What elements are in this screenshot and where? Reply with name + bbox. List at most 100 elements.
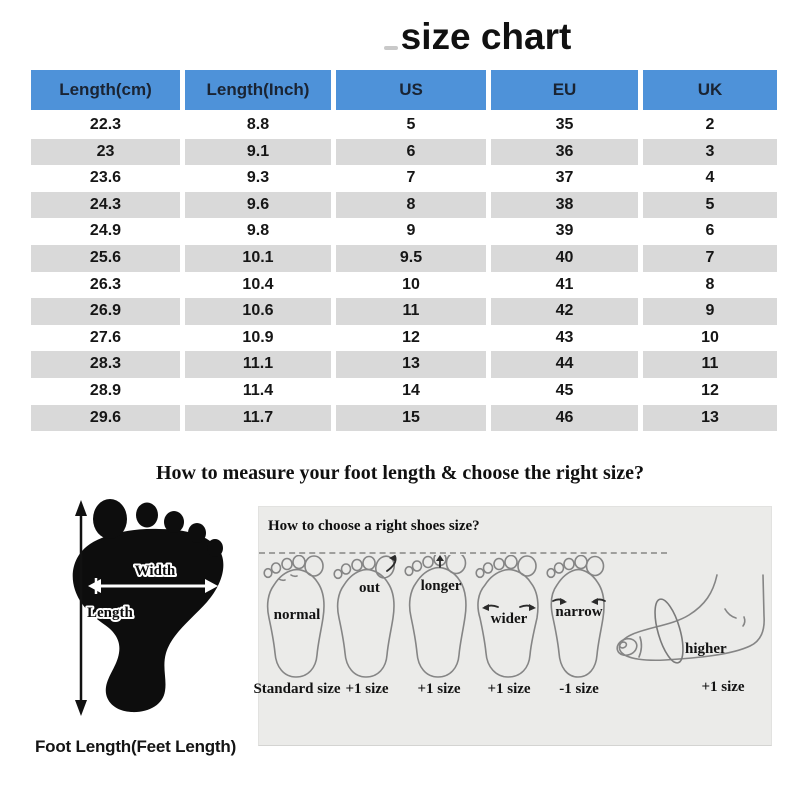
size-cell: 9 <box>406 222 416 240</box>
footprint-icon <box>72 499 224 713</box>
size-cell: 41 <box>555 275 574 293</box>
out-arrow <box>386 555 397 572</box>
column-header-length-inch: Length(Inch) <box>185 70 331 110</box>
size-cell: 11.1 <box>185 351 331 378</box>
size-cell: 13 <box>643 404 777 432</box>
girth-ellipse <box>654 598 684 664</box>
size-cell: 11 <box>643 351 777 378</box>
column-header-length-cm: Length(cm) <box>31 70 180 110</box>
size-cell: 12 <box>701 381 719 399</box>
wider-arrows <box>482 604 536 611</box>
size-cell: 4 <box>705 169 715 187</box>
size-cell: 7 <box>406 169 416 187</box>
foot-figure-out: out +1 size <box>331 555 403 705</box>
size-cell: 10.9 <box>242 328 274 346</box>
foot-outline-icon <box>263 554 325 678</box>
size-cell: 11 <box>336 298 486 325</box>
foot-figure-narrow: narrow -1 size <box>543 554 615 705</box>
foot-outline-icon <box>333 555 397 678</box>
foot-figure-higher: higher +1 size <box>613 573 771 703</box>
foot-outline-icon <box>546 554 606 678</box>
choose-heading: How to choose a right shoes size? <box>268 518 480 534</box>
side-foot-outline-icon <box>616 574 765 664</box>
column-header-uk: UK <box>643 70 777 110</box>
size-table-header: Length(cm) Length(Inch) US EU UK <box>31 70 777 110</box>
foot-size-advice: -1 size <box>559 681 599 697</box>
size-cell: 27.6 <box>89 328 122 346</box>
foot-shape-label: higher <box>685 641 727 657</box>
size-cell: 6 <box>336 138 486 166</box>
size-cell: 14 <box>402 381 420 399</box>
size-cell: 11.4 <box>242 381 274 399</box>
foot-shape-label: out <box>359 580 380 596</box>
foot-figure-normal: normal Standard size <box>253 554 341 705</box>
width-label: Width <box>135 563 176 579</box>
dashed-baseline <box>259 552 667 554</box>
size-cell: 15 <box>336 404 486 432</box>
foot-size-advice: +1 size <box>487 681 531 697</box>
size-cell: 9.6 <box>185 191 331 219</box>
size-cell: 43 <box>555 328 574 346</box>
foot-figure-longer: longer +1 size <box>403 551 475 705</box>
foot-figure-wider: wider +1 size <box>473 554 545 705</box>
size-cell: 9.3 <box>246 169 270 187</box>
measure-heading: How to measure your foot length & choose… <box>155 462 645 484</box>
foot-size-advice: +1 size <box>701 679 745 695</box>
size-cell: 10.1 <box>185 244 331 272</box>
size-cell: 8 <box>336 191 486 219</box>
size-cell: 9.5 <box>336 244 486 272</box>
narrow-arrows <box>552 598 606 605</box>
size-cell: 9.1 <box>185 138 331 166</box>
size-cell: 24.9 <box>89 222 122 240</box>
size-cell: 23 <box>31 138 180 166</box>
page-title: size chart <box>400 16 572 57</box>
size-cell: 10 <box>402 275 420 293</box>
size-cell: 12 <box>402 328 420 346</box>
size-cell: 5 <box>406 116 416 133</box>
column-header-eu: EU <box>491 70 638 110</box>
foot-shape-label: wider <box>490 611 528 627</box>
longer-arrow <box>436 555 444 568</box>
size-cell: 5 <box>643 191 777 219</box>
size-cell: 3 <box>643 138 777 166</box>
size-cell: 10.4 <box>242 275 274 293</box>
size-cell: 28.3 <box>31 351 180 378</box>
foot-shape-label: normal <box>273 607 321 623</box>
column-header-us: US <box>336 70 486 110</box>
size-cell: 2 <box>705 116 715 133</box>
size-cell: 23.6 <box>89 169 122 187</box>
size-cell: 26.3 <box>89 275 122 293</box>
size-cell: 44 <box>491 351 638 378</box>
choose-size-panel: How to choose a right shoes size? normal… <box>253 506 772 746</box>
size-cell: 42 <box>491 298 638 325</box>
size-cell: 40 <box>491 244 638 272</box>
size-cell: 25.6 <box>31 244 180 272</box>
size-cell: 11.7 <box>185 404 331 432</box>
width-arrow <box>88 578 218 594</box>
size-cell: 10 <box>701 328 719 346</box>
foot-size-advice: +1 size <box>345 681 389 697</box>
size-cell: 37 <box>555 169 574 187</box>
size-cell: 38 <box>491 191 638 219</box>
length-arrow <box>75 500 87 716</box>
size-cell: 7 <box>643 244 777 272</box>
size-cell: 26.9 <box>31 298 180 325</box>
size-cell: 28.9 <box>89 381 122 399</box>
size-cell: 36 <box>491 138 638 166</box>
size-cell: 45 <box>555 381 574 399</box>
foot-outline-icon <box>475 554 539 678</box>
foot-outline-icon <box>404 551 467 678</box>
size-cell: 39 <box>555 222 574 240</box>
size-cell: 22.3 <box>89 116 122 133</box>
title-smudge-artifact <box>384 46 398 50</box>
size-cell: 10.6 <box>185 298 331 325</box>
footprint-measure-figure: Width Length <box>72 499 224 716</box>
size-cell: 46 <box>491 404 638 432</box>
foot-shape-label: longer <box>420 578 462 594</box>
foot-size-advice: +1 size <box>417 681 461 697</box>
foot-shape-label: narrow <box>555 604 603 620</box>
size-table-body: 22.3 8.8 5 35 2 23 9.1 6 36 3 23.6 9.3 7… <box>31 112 777 432</box>
size-cell: 13 <box>336 351 486 378</box>
size-cell: 35 <box>555 116 574 133</box>
size-cell: 9.8 <box>246 222 270 240</box>
